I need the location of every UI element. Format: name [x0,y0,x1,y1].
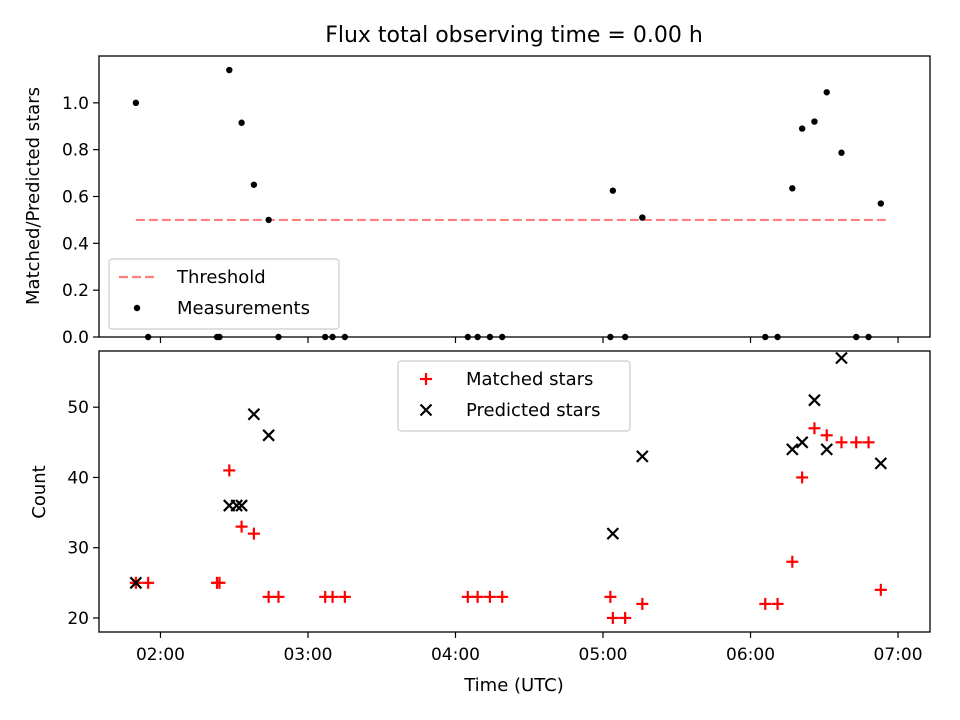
predicted-star-point [606,527,620,540]
predicted-star-point [247,407,261,421]
y-tick-label: 50 [67,398,89,418]
predicted-star-point [230,499,243,512]
x-tick-label: 05:00 [579,645,628,665]
legend-handle [419,403,433,417]
bottom-axes-frame [98,350,931,633]
bottom-x-ticks: 02:00 03:00 04:00 05:00 06:00 07:00 [136,632,923,665]
matched-star-point [835,436,848,449]
matched-star-point [223,464,236,477]
matched-star-point [247,527,260,540]
top-axes: 0.0 0.2 0.4 0.6 0.8 1.0 Matched/Predicted sta… [23,55,931,348]
measurement-point [639,214,646,221]
predicted-star-point [808,393,821,407]
bottom-legend: Matched stars Predicted stars [397,360,631,432]
y-tick-label: 0.8 [62,141,89,161]
measurement-point [609,187,617,194]
predicted-star-point [636,450,649,463]
matched-star-point [862,436,875,449]
measurement-point [265,216,272,224]
x-tick-label: 06:00 [726,645,775,665]
x-tick-label: 03:00 [283,645,332,665]
matched-star-point [771,597,784,610]
y-tick-label: 0.0 [62,328,89,348]
y-tick-label: 0.4 [62,234,89,254]
legend-label: Predicted stars [466,400,600,421]
y-tick-label: 40 [67,468,89,488]
x-tick-label: 07:00 [874,645,923,665]
matched-star-point [786,555,799,568]
top-y-axis-label: Matched/Predicted stars [23,87,44,305]
matched-star-point [326,590,339,603]
matched-star-point [604,590,617,603]
predicted-star-point [835,351,848,365]
predicted-star-point [235,499,248,512]
matched-star-point [338,590,351,603]
chart-title: Flux total observing time = 0.00 h [325,23,703,48]
matched-star-point [213,576,226,589]
matched-star-point [606,611,619,624]
matched-star-point [619,611,632,624]
legend-handle [420,373,432,385]
matched-star-point [850,436,863,449]
legend-label: Matched stars [466,369,593,390]
measurement-point [877,200,885,207]
predicted-star-point [262,429,275,442]
matched-star-point [820,429,833,442]
top-axes-frame [98,55,931,338]
predicted-star-point [795,436,809,449]
measurement-point [250,181,258,188]
bottom-y-ticks: 20 30 40 50 [67,398,99,629]
matched-star-point [808,422,821,435]
top-x-ticks [159,337,899,343]
matched-star-point [636,597,649,610]
matched-star-point [874,583,887,596]
x-tick-label: 04:00 [431,645,480,665]
measurement-point [226,66,233,74]
matched-star-point [496,590,509,603]
predicted-star-point [820,443,834,456]
predicted-star-point [874,457,888,470]
matched-star-point [759,597,772,610]
y-tick-label: 0.6 [62,188,89,208]
measurement-point [811,118,818,125]
y-tick-label: 1.0 [62,94,89,114]
measurement-point [132,99,140,107]
legend-handle [133,304,141,312]
top-y-ticks: 0.0 0.2 0.4 0.6 0.8 1.0 [62,94,99,348]
bottom-plot-marks [129,351,888,624]
matched-star-point [471,590,484,603]
legend-box [397,360,631,432]
matched-star-point [235,520,248,533]
measurement-point [823,89,830,96]
measurement-point [798,125,806,132]
top-legend: Threshold Measurements [108,258,340,330]
y-tick-label: 30 [67,539,89,559]
matched-star-point [796,471,809,484]
x-axis-label: Time (UTC) [463,675,564,696]
matched-star-point [272,590,285,603]
y-tick-label: 20 [67,609,89,629]
matched-star-point [483,590,496,603]
predicted-star-point [786,443,799,456]
measurement-point [789,185,796,192]
measurement-point [238,119,245,126]
measurement-point [838,149,845,156]
bottom-y-axis-label: Count [29,465,50,518]
x-tick-label: 02:00 [136,645,185,665]
y-tick-label: 0.2 [62,281,89,301]
legend-label: Measurements [177,298,310,319]
predicted-star-point [129,576,143,590]
matched-star-point [142,576,155,589]
legend-label: Threshold [176,267,266,288]
legend-box [108,258,340,330]
